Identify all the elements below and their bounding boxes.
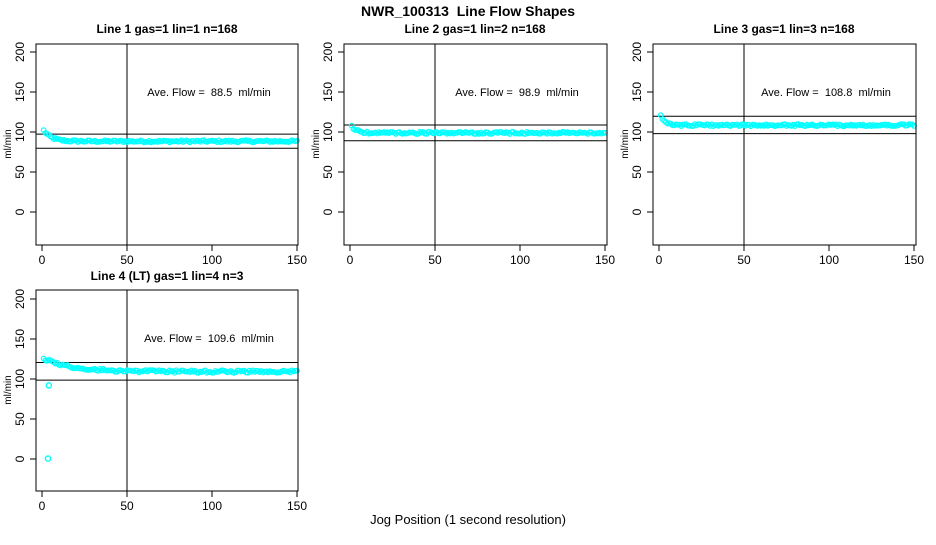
x-tick-label: 50 (428, 253, 442, 267)
y-tick-label: 200 (630, 42, 644, 62)
plot-box (35, 43, 299, 246)
x-tick-label: 0 (347, 253, 354, 267)
panel-line-1: Line 1 gas=1 lin=1 n=168 Ave. Flow = 88.… (3, 22, 307, 267)
x-tick-label: 0 (39, 253, 46, 267)
panel-3-ave-flow-label: Ave. Flow = 108.8 ml/min (761, 87, 891, 99)
panel-line-3: Line 3 gas=1 lin=3 n=168 Ave. Flow = 108… (620, 22, 924, 267)
y-tick-label: 200 (13, 289, 27, 309)
x-tick-label: 0 (39, 499, 46, 513)
x-tick-label: 150 (287, 499, 307, 513)
panel-2-y-axis-label: ml/min (311, 129, 322, 158)
panel-3-title: Line 3 gas=1 lin=3 n=168 (713, 22, 854, 36)
y-tick-label: 200 (321, 42, 335, 62)
y-tick-label: 0 (13, 455, 27, 462)
panel-1-title: Line 1 gas=1 lin=1 n=168 (96, 22, 237, 36)
plot-box (652, 43, 917, 246)
panel-3-plot-area: 0 50 100 150 0 50 100 150 200 (630, 42, 924, 267)
y-tick-label: 50 (13, 412, 27, 426)
panel-1-y-axis-label: ml/min (3, 129, 14, 158)
y-tick-label: 50 (630, 165, 644, 179)
panel-3-y-axis-label: ml/min (620, 129, 631, 158)
x-tick-label: 100 (819, 253, 839, 267)
x-tick-label: 100 (202, 253, 222, 267)
y-tick-label: 100 (13, 122, 27, 142)
panel-4-plot-area: 0 50 100 150 0 50 100 150 200 (13, 289, 307, 513)
panel-4-y-axis-label: ml/min (3, 375, 14, 404)
x-tick-label: 150 (595, 253, 615, 267)
y-tick-label: 0 (321, 208, 335, 215)
y-tick-label: 150 (321, 82, 335, 102)
outlier-point (45, 382, 53, 389)
x-tick-label: 50 (120, 499, 134, 513)
panel-2-plot-area: 0 50 100 150 0 50 100 150 200 (321, 42, 615, 267)
y-tick-label: 150 (630, 82, 644, 102)
outlier-point (44, 455, 52, 462)
panel-4-title: Line 4 (LT) gas=1 lin=4 n=3 (91, 269, 244, 283)
data-point (294, 137, 300, 144)
x-tick-label: 150 (287, 253, 307, 267)
data-point (294, 367, 300, 374)
x-tick-label: 100 (202, 499, 222, 513)
y-tick-label: 0 (13, 208, 27, 215)
figure-x-axis-label: Jog Position (1 second resolution) (370, 512, 566, 527)
y-tick-label: 150 (13, 82, 27, 102)
y-tick-label: 100 (630, 122, 644, 142)
panel-line-2: Line 2 gas=1 lin=2 n=168 Ave. Flow = 98.… (311, 22, 615, 267)
y-tick-label: 100 (13, 369, 27, 389)
y-tick-label: 200 (13, 42, 27, 62)
panel-2-title: Line 2 gas=1 lin=2 n=168 (404, 22, 545, 36)
x-tick-label: 100 (510, 253, 530, 267)
y-tick-label: 50 (321, 165, 335, 179)
panel-line-4: Line 4 (LT) gas=1 lin=4 n=3 Ave. Flow = … (3, 269, 307, 513)
panel-1-plot-area: 0 50 100 150 0 50 100 150 200 (13, 42, 307, 267)
y-tick-label: 150 (13, 329, 27, 349)
plot-box (35, 289, 299, 492)
panel-4-ave-flow-label: Ave. Flow = 109.6 ml/min (144, 333, 274, 345)
panel-2-ave-flow-label: Ave. Flow = 98.9 ml/min (455, 87, 579, 99)
y-tick-label: 50 (13, 165, 27, 179)
y-tick-label: 0 (630, 208, 644, 215)
x-tick-label: 150 (904, 253, 924, 267)
panel-1-ave-flow-label: Ave. Flow = 88.5 ml/min (147, 87, 271, 99)
x-tick-label: 0 (656, 253, 663, 267)
x-tick-label: 50 (120, 253, 134, 267)
plot-box (343, 43, 608, 246)
x-tick-label: 50 (737, 253, 751, 267)
figure-title: NWR_100313 Line Flow Shapes (361, 3, 575, 19)
y-tick-label: 100 (321, 122, 335, 142)
